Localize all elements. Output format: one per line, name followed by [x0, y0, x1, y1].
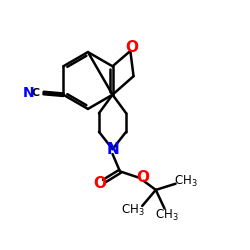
Text: N: N — [22, 86, 34, 100]
Text: C: C — [32, 88, 40, 98]
Text: O: O — [136, 170, 149, 185]
Text: CH$_3$: CH$_3$ — [121, 203, 145, 218]
Text: N: N — [106, 142, 119, 156]
Text: O: O — [125, 40, 138, 55]
Text: CH$_3$: CH$_3$ — [174, 174, 198, 189]
Text: CH$_3$: CH$_3$ — [154, 208, 178, 223]
Text: O: O — [93, 176, 106, 191]
